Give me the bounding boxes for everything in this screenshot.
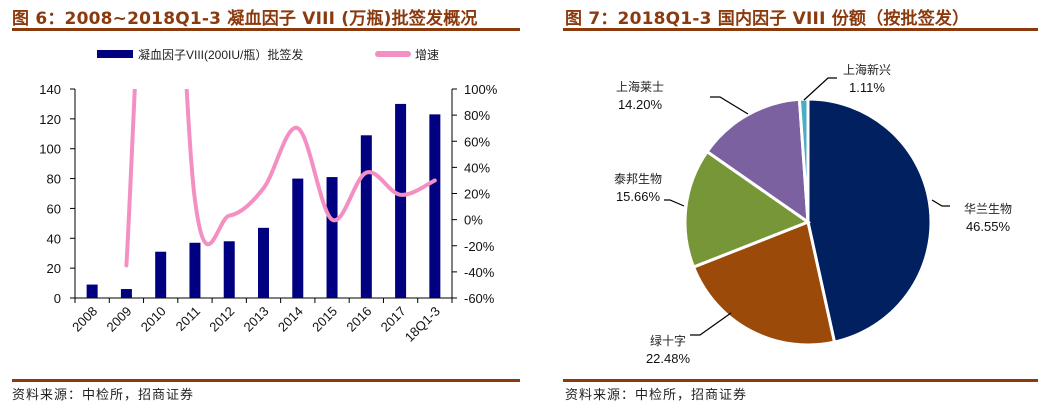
right-axis-tick-label: 0% [464,213,483,228]
right-axis-tick-label: 20% [464,187,490,202]
bar [223,241,235,298]
pie-slices [683,97,933,347]
leader-line [664,199,685,207]
right-axis-tick-label: -60% [464,291,495,306]
left-axis-tick-label: 80 [47,172,61,187]
pie-slice [797,97,810,223]
right-axis-tick-label: 100% [464,82,498,97]
left-axis-tick-label: 0 [54,291,61,306]
bar [429,114,441,298]
right-chart-panel: 图 7：2018Q1-3 国内因子 VIII 份额（按批签发） 华兰生物 46.5… [540,0,1045,406]
leader-line [690,312,732,336]
left-axis-tick-label: 20 [47,261,61,276]
pie-slice-percent: 1.11% [849,80,885,95]
bar [155,251,167,298]
left-source-note: 资料来源：中检所，招商证券 [12,388,195,403]
bar [395,103,407,298]
combo-chart: 凝血因子VIII(200IU/瓶）批签发 增速 0 20 40 60 80 100 120 1… [39,47,497,345]
bar [360,135,372,298]
left-axis-tick-label: 140 [39,82,61,97]
pie-slice-label: 上海新兴 [843,62,891,77]
left-axis-tick-label: 120 [39,112,61,127]
legend-bar-label: 凝血因子VIII(200IU/瓶）批签发 [138,47,303,62]
leader-line [803,77,837,101]
leader-line [931,199,950,207]
pie-slice-label: 泰邦生物 [614,172,662,186]
legend-line-label: 增速 [415,48,439,62]
right-axis-tick-label: -40% [464,265,495,280]
pie-slice-label: 上海莱士 [616,79,664,94]
bar-series [86,103,441,298]
x-axis-category-label: 2017 [378,304,409,335]
left-axis-tick-label: 40 [47,231,61,246]
pie-labels: 华兰生物 46.55% 绿十字 22.48% 泰邦生物 15.66% 上海莱士 14.20% 上… [614,62,1012,366]
right-axis-tick-label: 80% [464,108,490,123]
pie-slice-label: 华兰生物 [964,202,1012,216]
left-chart-title: 图 6：2008~2018Q1-3 凝血因子 VIII (万瓶)批签发概况 [12,9,478,29]
pie-slice-percent: 14.20% [618,97,663,112]
legend-bar-swatch [97,50,133,58]
pie-slice-label: 绿十字 [650,333,686,348]
bar [326,177,338,298]
x-axis-category-label: 2009 [103,304,134,335]
right-axis-tick-label: -20% [464,239,495,254]
pie-slice-percent: 22.48% [646,351,691,366]
right-title-divider [563,28,1038,31]
pie-slice [705,97,810,226]
right-axis-tick-label: 60% [464,134,490,149]
pie-slice-percent: 46.55% [966,219,1011,234]
bar [86,284,98,298]
left-axis-tick-label: 60 [47,201,61,216]
x-axis-category-label: 18Q1-3 [402,304,443,345]
x-axis-category-label: 2013 [241,304,272,335]
growth-line [124,89,437,268]
pie-slice-percent: 15.66% [616,189,661,204]
left-title-divider [12,28,520,31]
right-source-note: 资料来源：中检所，招商证券 [565,388,748,403]
left-source-divider [12,379,520,382]
chart-legend: 凝血因子VIII(200IU/瓶）批签发 增速 [97,47,439,62]
leader-line [710,96,749,115]
right-chart-title: 图 7：2018Q1-3 国内因子 VIII 份额（按批签发） [565,9,970,29]
x-axis-category-label: 2016 [343,304,374,335]
pie-slice [806,97,933,344]
right-source-divider [563,379,1038,382]
pie-chart: 华兰生物 46.55% 绿十字 22.48% 泰邦生物 15.66% 上海莱士 14.20% 上… [614,62,1012,366]
chart-axes: 0 20 40 60 80 100 120 140 -60% -40% -20% 0% 20% 40% 60… [39,82,497,345]
x-axis-category-label: 2015 [309,304,340,335]
x-axis-category-label: 2012 [206,304,237,335]
x-axis-category-label: 2014 [275,304,306,335]
legend-line-swatch [375,51,411,57]
pie-slice [683,149,812,270]
left-chart-panel: 图 6：2008~2018Q1-3 凝血因子 VIII (万瓶)批签发概况 凝血… [0,0,522,406]
growth-line-series [124,89,437,268]
bar [292,178,304,298]
bar [258,227,269,298]
x-axis-category-label: 2010 [138,304,169,335]
x-axis-category-label: 2011 [173,304,203,334]
left-axis-tick-label: 100 [39,142,61,157]
right-axis-tick-label: 40% [464,160,490,175]
x-axis-category-label: 2008 [69,304,100,335]
bar [120,289,132,298]
bar [189,242,201,298]
